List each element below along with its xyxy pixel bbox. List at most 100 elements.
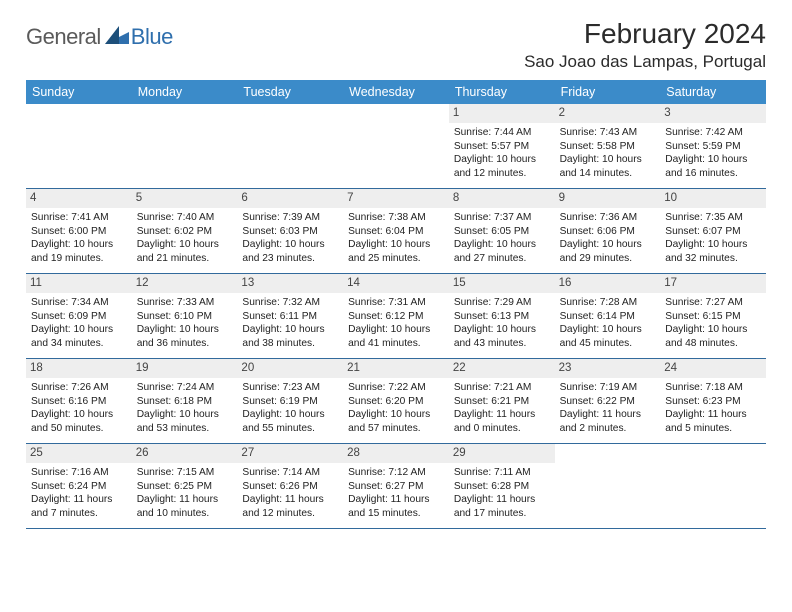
day-cell: 10Sunrise: 7:35 AMSunset: 6:07 PMDayligh… [660,189,766,273]
day-info-line: Sunset: 6:05 PM [454,225,550,238]
day-info-line: Sunrise: 7:21 AM [454,381,550,394]
day-info-line: Daylight: 10 hours [560,153,656,166]
day-info-line: Sunset: 6:15 PM [665,310,761,323]
day-info-line: Sunrise: 7:11 AM [454,466,550,479]
day-number: 18 [26,359,132,378]
day-info-line: Sunrise: 7:36 AM [560,211,656,224]
day-info-line: Sunrise: 7:31 AM [348,296,444,309]
day-info-line: Daylight: 10 hours [665,323,761,336]
day-info-line: Daylight: 11 hours [348,493,444,506]
day-number: 2 [555,104,661,123]
day-info-line: and 25 minutes. [348,252,444,265]
day-info-line: Daylight: 11 hours [665,408,761,421]
day-info-line: and 17 minutes. [454,507,550,520]
day-info-line: Sunrise: 7:42 AM [665,126,761,139]
day-number: 26 [132,444,238,463]
day-info-line: Daylight: 10 hours [137,238,233,251]
day-info-line: and 29 minutes. [560,252,656,265]
day-number: 14 [343,274,449,293]
day-cell: 13Sunrise: 7:32 AMSunset: 6:11 PMDayligh… [237,274,343,358]
day-number: 13 [237,274,343,293]
day-number: 25 [26,444,132,463]
day-info-line: Daylight: 10 hours [454,238,550,251]
week-row: 11Sunrise: 7:34 AMSunset: 6:09 PMDayligh… [26,274,766,359]
day-info-line: and 45 minutes. [560,337,656,350]
week-row: 1Sunrise: 7:44 AMSunset: 5:57 PMDaylight… [26,104,766,189]
day-info-line: Sunrise: 7:40 AM [137,211,233,224]
weekday-header-row: SundayMondayTuesdayWednesdayThursdayFrid… [26,80,766,104]
logo-mark-icon [105,26,129,49]
weekday-header: Friday [555,80,661,104]
day-info-line: Sunset: 6:00 PM [31,225,127,238]
day-info-line: Sunset: 6:28 PM [454,480,550,493]
day-number: 7 [343,189,449,208]
day-number: 24 [660,359,766,378]
day-info-line: Daylight: 10 hours [348,323,444,336]
month-year-title: February 2024 [524,18,766,50]
day-info-line: Sunrise: 7:34 AM [31,296,127,309]
weekday-header: Monday [132,80,238,104]
day-info-line: Sunrise: 7:35 AM [665,211,761,224]
day-number: 3 [660,104,766,123]
day-cell: 9Sunrise: 7:36 AMSunset: 6:06 PMDaylight… [555,189,661,273]
day-cell: 5Sunrise: 7:40 AMSunset: 6:02 PMDaylight… [132,189,238,273]
day-info-line: Daylight: 10 hours [31,238,127,251]
day-info-line: and 36 minutes. [137,337,233,350]
day-cell: 16Sunrise: 7:28 AMSunset: 6:14 PMDayligh… [555,274,661,358]
day-cell: 7Sunrise: 7:38 AMSunset: 6:04 PMDaylight… [343,189,449,273]
day-info-line: and 55 minutes. [242,422,338,435]
day-cell: 26Sunrise: 7:15 AMSunset: 6:25 PMDayligh… [132,444,238,528]
day-info-line: Sunset: 5:57 PM [454,140,550,153]
day-info-line: Sunrise: 7:15 AM [137,466,233,479]
day-info-line: Daylight: 10 hours [560,238,656,251]
day-info-line: Sunset: 6:27 PM [348,480,444,493]
day-info-line: Sunrise: 7:23 AM [242,381,338,394]
day-info-line: Sunset: 6:20 PM [348,395,444,408]
calendar-body: 1Sunrise: 7:44 AMSunset: 5:57 PMDaylight… [26,104,766,529]
day-cell-empty [660,444,766,528]
day-info-line: Sunset: 6:21 PM [454,395,550,408]
day-info-line: and 53 minutes. [137,422,233,435]
weekday-header: Saturday [660,80,766,104]
day-number: 10 [660,189,766,208]
day-info-line: Sunset: 6:03 PM [242,225,338,238]
day-cell: 18Sunrise: 7:26 AMSunset: 6:16 PMDayligh… [26,359,132,443]
day-info-line: Sunset: 6:25 PM [137,480,233,493]
day-info-line: Sunrise: 7:33 AM [137,296,233,309]
day-number: 23 [555,359,661,378]
day-info-line: Daylight: 11 hours [454,408,550,421]
day-info-line: and 12 minutes. [242,507,338,520]
day-info-line: Sunset: 6:09 PM [31,310,127,323]
logo: General Blue [26,18,173,50]
day-info-line: Sunset: 6:12 PM [348,310,444,323]
logo-text-blue: Blue [131,24,173,50]
day-number: 22 [449,359,555,378]
day-info-line: Sunset: 5:58 PM [560,140,656,153]
day-info-line: Daylight: 10 hours [242,323,338,336]
day-info-line: and 19 minutes. [31,252,127,265]
logo-text-general: General [26,24,101,50]
day-number: 5 [132,189,238,208]
day-cell: 15Sunrise: 7:29 AMSunset: 6:13 PMDayligh… [449,274,555,358]
weekday-header: Tuesday [237,80,343,104]
day-cell: 8Sunrise: 7:37 AMSunset: 6:05 PMDaylight… [449,189,555,273]
day-cell-empty [237,104,343,188]
day-cell: 11Sunrise: 7:34 AMSunset: 6:09 PMDayligh… [26,274,132,358]
day-info-line: Sunset: 6:26 PM [242,480,338,493]
day-info-line: Sunrise: 7:16 AM [31,466,127,479]
day-info-line: and 34 minutes. [31,337,127,350]
day-cell: 29Sunrise: 7:11 AMSunset: 6:28 PMDayligh… [449,444,555,528]
day-info-line: Sunset: 6:22 PM [560,395,656,408]
day-number: 6 [237,189,343,208]
day-info-line: and 12 minutes. [454,167,550,180]
day-info-line: Daylight: 10 hours [560,323,656,336]
day-info-line: Sunrise: 7:44 AM [454,126,550,139]
day-info-line: and 50 minutes. [31,422,127,435]
day-info-line: Sunrise: 7:41 AM [31,211,127,224]
day-info-line: and 48 minutes. [665,337,761,350]
day-info-line: Sunset: 6:24 PM [31,480,127,493]
day-info-line: Sunset: 5:59 PM [665,140,761,153]
day-info-line: Sunrise: 7:38 AM [348,211,444,224]
day-info-line: Sunrise: 7:19 AM [560,381,656,394]
day-info-line: Sunrise: 7:24 AM [137,381,233,394]
